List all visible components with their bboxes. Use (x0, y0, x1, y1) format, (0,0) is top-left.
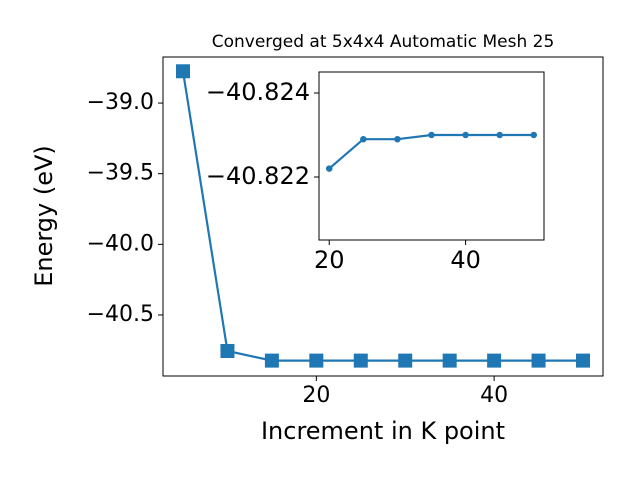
marker (309, 353, 324, 368)
marker (576, 353, 590, 368)
plot-frame (162, 56, 604, 377)
x-axis-label: Increment in K point (261, 417, 505, 445)
chart-title: Converged at 5x4x4 Automatic Mesh 25 (212, 32, 555, 52)
x-tick-label: 20 (314, 246, 345, 274)
marker (442, 353, 457, 368)
marker (360, 135, 367, 143)
y-tick-label: −39.5 (87, 161, 154, 186)
plot-area (319, 72, 544, 240)
y-tick-label: −40.822 (206, 162, 310, 190)
marker (353, 353, 368, 368)
marker (325, 165, 333, 172)
marker (496, 131, 503, 139)
y-tick-label: −40.0 (87, 231, 154, 256)
y-tick-label: −40.5 (87, 302, 154, 327)
x-tick-label: 40 (450, 246, 481, 274)
marker (176, 64, 190, 79)
marker (531, 353, 546, 368)
marker (398, 353, 413, 368)
plot-frame (318, 71, 545, 241)
marker (462, 131, 469, 139)
x-tick-label: 40 (480, 383, 508, 408)
marker (394, 135, 401, 143)
marker (428, 131, 435, 139)
y-tick-label: −40.824 (206, 78, 310, 106)
marker (530, 131, 538, 139)
marker (264, 353, 279, 368)
y-tick-label: −39.0 (87, 90, 154, 115)
marker (220, 343, 235, 358)
marker (487, 353, 502, 368)
y-axis-label: Energy (eV) (30, 145, 58, 287)
series-line (181, 71, 583, 362)
x-tick-label: 20 (302, 383, 330, 408)
